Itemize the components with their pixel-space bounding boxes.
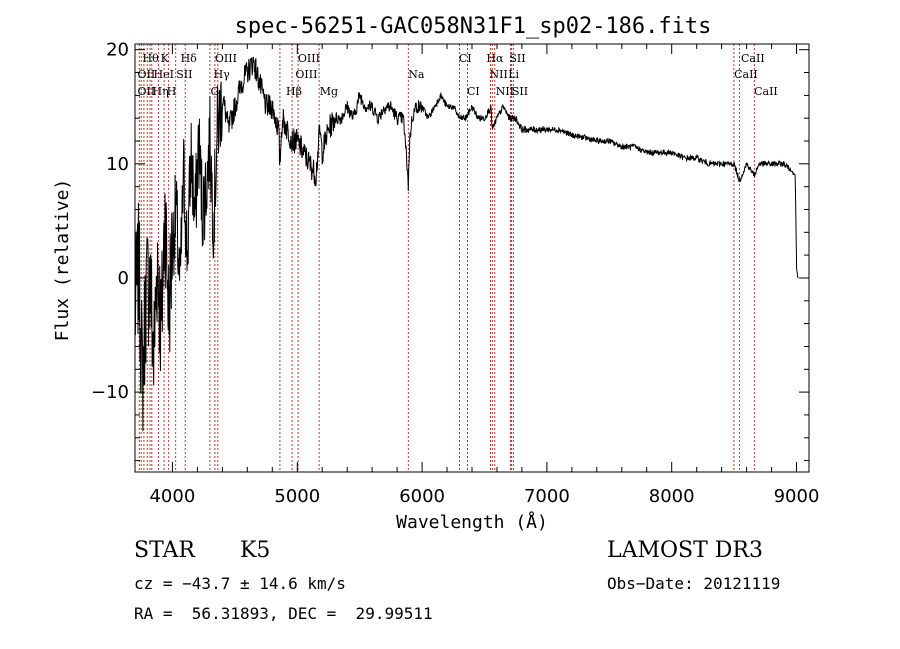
spectrum-series-line [134,56,799,432]
spectral-line-label: Hβ [286,85,302,98]
spectral-line-label: CI [459,52,472,65]
x-tick-label: 4000 [149,486,195,507]
spectral-line-label: NII [490,68,508,81]
y-tick-label: 20 [106,40,129,61]
y-axis-ticks: −10 0 10 20 [91,40,809,462]
spectral-line-label: Hα [486,52,504,65]
spectral-line-label: HeI [154,68,174,81]
spectral-line-label: CaII [734,68,758,81]
spectral-line-label: CaII [754,85,778,98]
y-tick-label: −10 [91,382,129,403]
y-tick-label: 10 [106,154,129,175]
x-tick-label: 5000 [274,486,320,507]
observation-date: Obs−Date: 20121119 [607,574,781,593]
spectral-line-label: NII [496,85,514,98]
x-tick-label: 7000 [524,486,570,507]
spectral-line-label: Na [408,68,425,81]
spectral-line-label: OIII [298,52,320,65]
spectral-line-label: Hθ [143,52,160,65]
spectral-line-markers [138,44,755,472]
spectral-line-label: SII [176,68,192,81]
spectral-line-label: K [161,52,170,65]
spectral-line-label: G [211,85,220,98]
x-axis-label: Wavelength (Å) [396,511,548,533]
spectral-line-label: SII [512,85,528,98]
spectral-line-label: Hγ [214,68,231,81]
y-axis-label: Flux (relative) [52,179,73,342]
spectral-line-label: H [167,85,177,98]
x-axis-ticks: 4000 5000 6000 7000 8000 9000 [149,44,819,507]
y-tick-label: 0 [118,268,129,289]
spectral-line-label: CI [467,85,480,98]
spectral-line-label: OIII [215,52,237,65]
sky-coordinates: RA = 56.31893, DEC = 29.99511 [134,604,433,623]
spectral-line-label: OII [138,85,156,98]
x-tick-label: 9000 [774,486,820,507]
x-tick-label: 8000 [649,486,695,507]
object-subclass: K5 [240,538,271,563]
spectral-line-label: Li [508,68,519,81]
redshift-cz: cz = −43.7 ± 14.6 km/s [134,574,346,593]
spectral-line-label: Mg [320,85,338,98]
spectral-line-label: OIII [295,68,317,81]
spectral-line-label: OII [138,68,156,81]
object-class: STAR [134,538,195,563]
spectral-line-label: CaII [741,52,765,65]
x-tick-label: 6000 [399,486,445,507]
chart-title: spec-56251-GAC058N31F1_sp02-186.fits [235,14,712,39]
spectral-line-label: SII [509,52,525,65]
survey-name: LAMOST DR3 [607,538,763,563]
spectral-line-label: Hη [153,85,169,98]
spectral-line-label: Hδ [181,52,198,65]
